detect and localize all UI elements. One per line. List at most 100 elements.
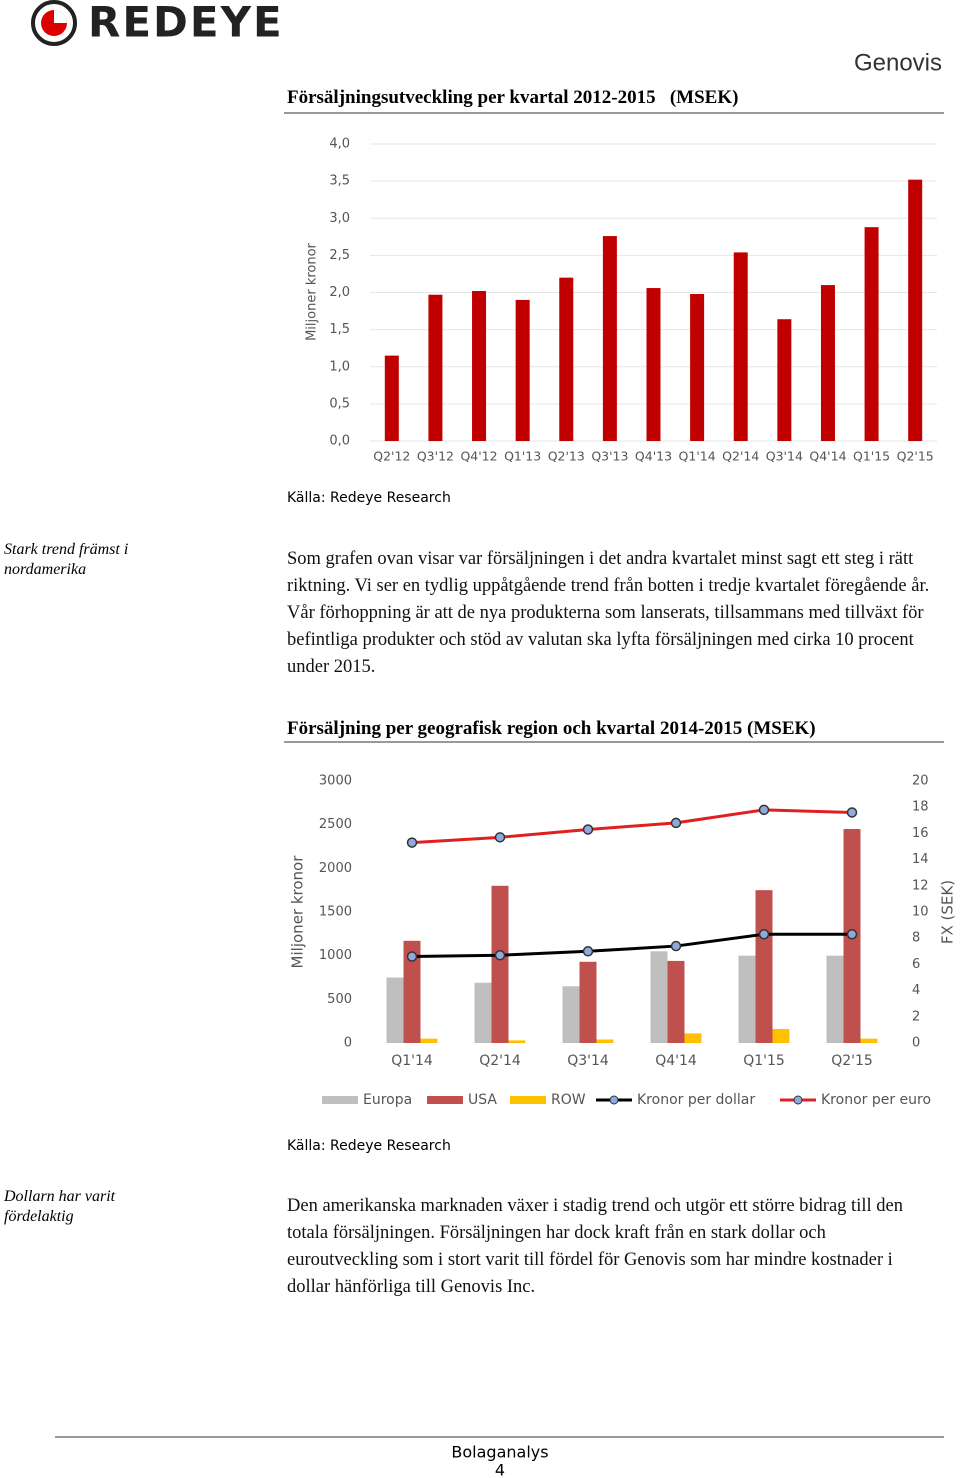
bar <box>508 1040 526 1043</box>
x-tick-label: Q1'15 <box>743 1053 785 1069</box>
y-tick-label: 500 <box>327 992 352 1007</box>
bar <box>777 319 792 441</box>
y-tick-label: 1000 <box>319 948 352 963</box>
legend-swatch <box>427 1096 463 1104</box>
bar <box>864 227 879 441</box>
y-tick-label: 2000 <box>319 861 352 876</box>
y-tick-label: 3,0 <box>329 211 350 226</box>
y2-tick-label: 6 <box>912 957 920 972</box>
line-marker <box>758 804 770 816</box>
y-tick-label: 0,5 <box>329 396 350 411</box>
chart-title: Försäljning per geografisk region och kv… <box>287 718 816 739</box>
chart-title: Försäljningsutveckling per kvartal 2012-… <box>287 87 739 108</box>
y2-tick-label: 12 <box>912 878 929 893</box>
bar <box>491 885 509 1043</box>
bar <box>428 294 443 441</box>
x-tick-label: Q2'15 <box>897 449 934 464</box>
y2-tick-label: 16 <box>912 826 929 841</box>
legend-marker <box>793 1095 803 1105</box>
x-tick-label: Q1'15 <box>853 449 890 464</box>
bar <box>596 1039 614 1043</box>
bar <box>602 236 617 441</box>
bar <box>733 252 748 441</box>
x-tick-label: Q1'14 <box>679 449 716 464</box>
y2-tick-label: 8 <box>912 931 920 946</box>
bar <box>384 355 399 441</box>
legend-swatch <box>510 1096 546 1104</box>
sidenote: Stark trend främst i nordamerika <box>4 541 129 578</box>
bar <box>650 951 668 1043</box>
bar <box>860 1038 878 1043</box>
bar <box>738 955 756 1043</box>
legend-label: Europa <box>363 1092 412 1108</box>
source: Källa: Redeye Research <box>287 490 451 506</box>
bar <box>667 960 685 1043</box>
bar <box>826 955 844 1043</box>
y-axis-label: Miljoner kronor <box>289 855 307 969</box>
legend-label: Kronor per euro <box>821 1092 931 1108</box>
x-tick-label: Q2'12 <box>373 449 410 464</box>
legend-label: ROW <box>551 1092 586 1108</box>
x-tick-label: Q4'12 <box>460 449 497 464</box>
y2-tick-label: 14 <box>912 852 929 867</box>
legend-label: USA <box>468 1092 497 1108</box>
legend-swatch <box>322 1096 358 1104</box>
bar <box>908 179 923 441</box>
line-marker <box>846 929 858 940</box>
paragraph: Den amerikanska marknaden växer i stadig… <box>287 1196 903 1297</box>
legend-marker <box>609 1095 619 1105</box>
bar <box>515 299 530 441</box>
x-tick-label: Q4'13 <box>635 449 672 464</box>
line <box>411 932 852 959</box>
footer-label: Bolaganalys <box>451 1443 548 1462</box>
x-tick-label: Q2'14 <box>479 1053 521 1069</box>
x-tick-label: Q2'13 <box>548 449 585 464</box>
x-tick-label: Q1'13 <box>504 449 541 464</box>
x-tick-label: Q4'14 <box>655 1053 697 1069</box>
logo-cut <box>54 10 67 23</box>
bar <box>562 986 580 1043</box>
bar <box>684 1033 702 1043</box>
bar <box>474 982 492 1043</box>
line-marker <box>494 949 506 961</box>
line-marker <box>494 832 506 843</box>
sidenote: Dollarn har varit fördelaktig <box>4 1188 116 1225</box>
logo-text: REDEYE <box>88 0 284 47</box>
bar <box>772 1029 790 1043</box>
bar <box>820 285 835 441</box>
bar <box>755 890 773 1043</box>
bar <box>579 961 597 1043</box>
line-marker <box>406 951 418 962</box>
line-marker <box>670 817 682 829</box>
line-marker <box>582 946 594 957</box>
line <box>411 808 853 845</box>
y2-tick-label: 0 <box>912 1036 920 1051</box>
company: Genovis <box>854 49 942 76</box>
y-tick-label: 4,0 <box>329 137 350 152</box>
y2-tick-label: 20 <box>912 774 929 789</box>
x-tick-label: Q3'14 <box>766 449 803 464</box>
x-tick-label: Q1'14 <box>391 1053 433 1069</box>
paragraph: Som grafen ovan visar var försäljningen … <box>287 549 930 677</box>
y2-axis-label: FX (SEK) <box>939 880 957 944</box>
source: Källa: Redeye Research <box>287 1138 451 1154</box>
line-marker <box>846 807 858 818</box>
bar <box>559 277 574 441</box>
legend-label: Kronor per dollar <box>637 1092 755 1108</box>
x-tick-label: Q2'15 <box>831 1053 873 1069</box>
line-marker <box>758 929 770 940</box>
line-marker <box>582 824 594 835</box>
y-axis-label: Miljoner kronor <box>305 242 320 340</box>
x-tick-label: Q3'14 <box>567 1053 609 1069</box>
bar <box>386 977 404 1043</box>
bar <box>420 1038 438 1043</box>
y2-tick-label: 18 <box>912 800 929 815</box>
x-tick-label: Q4'14 <box>809 449 846 464</box>
y-tick-label: 3,5 <box>329 174 350 189</box>
y-tick-label: 3000 <box>319 774 352 789</box>
bar <box>646 288 661 441</box>
y2-tick-label: 4 <box>912 983 920 998</box>
y2-tick-label: 10 <box>912 905 929 920</box>
